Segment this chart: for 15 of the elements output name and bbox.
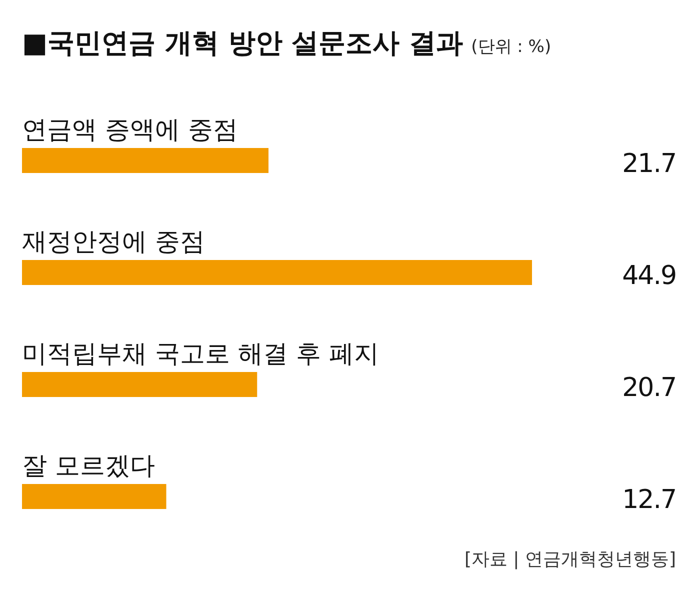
data-label: 12.7 [622,485,676,515]
text: [자료 | 연금개혁청년행동] [464,549,676,570]
y-tick-label: 재정안정에 중점 [22,227,205,256]
data-label: 44.9 [622,261,676,291]
bar [22,260,532,285]
y-tick-label: 연금액 증액에 중점 [22,115,238,144]
chart-subtitle: (단위 : %) [471,37,552,57]
bar [22,372,258,397]
bar [22,148,268,173]
data-label: 20.7 [622,373,676,403]
bar [22,484,166,509]
y-tick-label: 잘 모르겠다 [22,451,155,480]
chart-title: ■국민연금 개혁 방안 설문조사 결과 [22,28,464,59]
y-tick-label: 미적립부채 국고로 해결 후 폐지 [22,339,379,368]
data-label: 21.7 [622,149,676,179]
